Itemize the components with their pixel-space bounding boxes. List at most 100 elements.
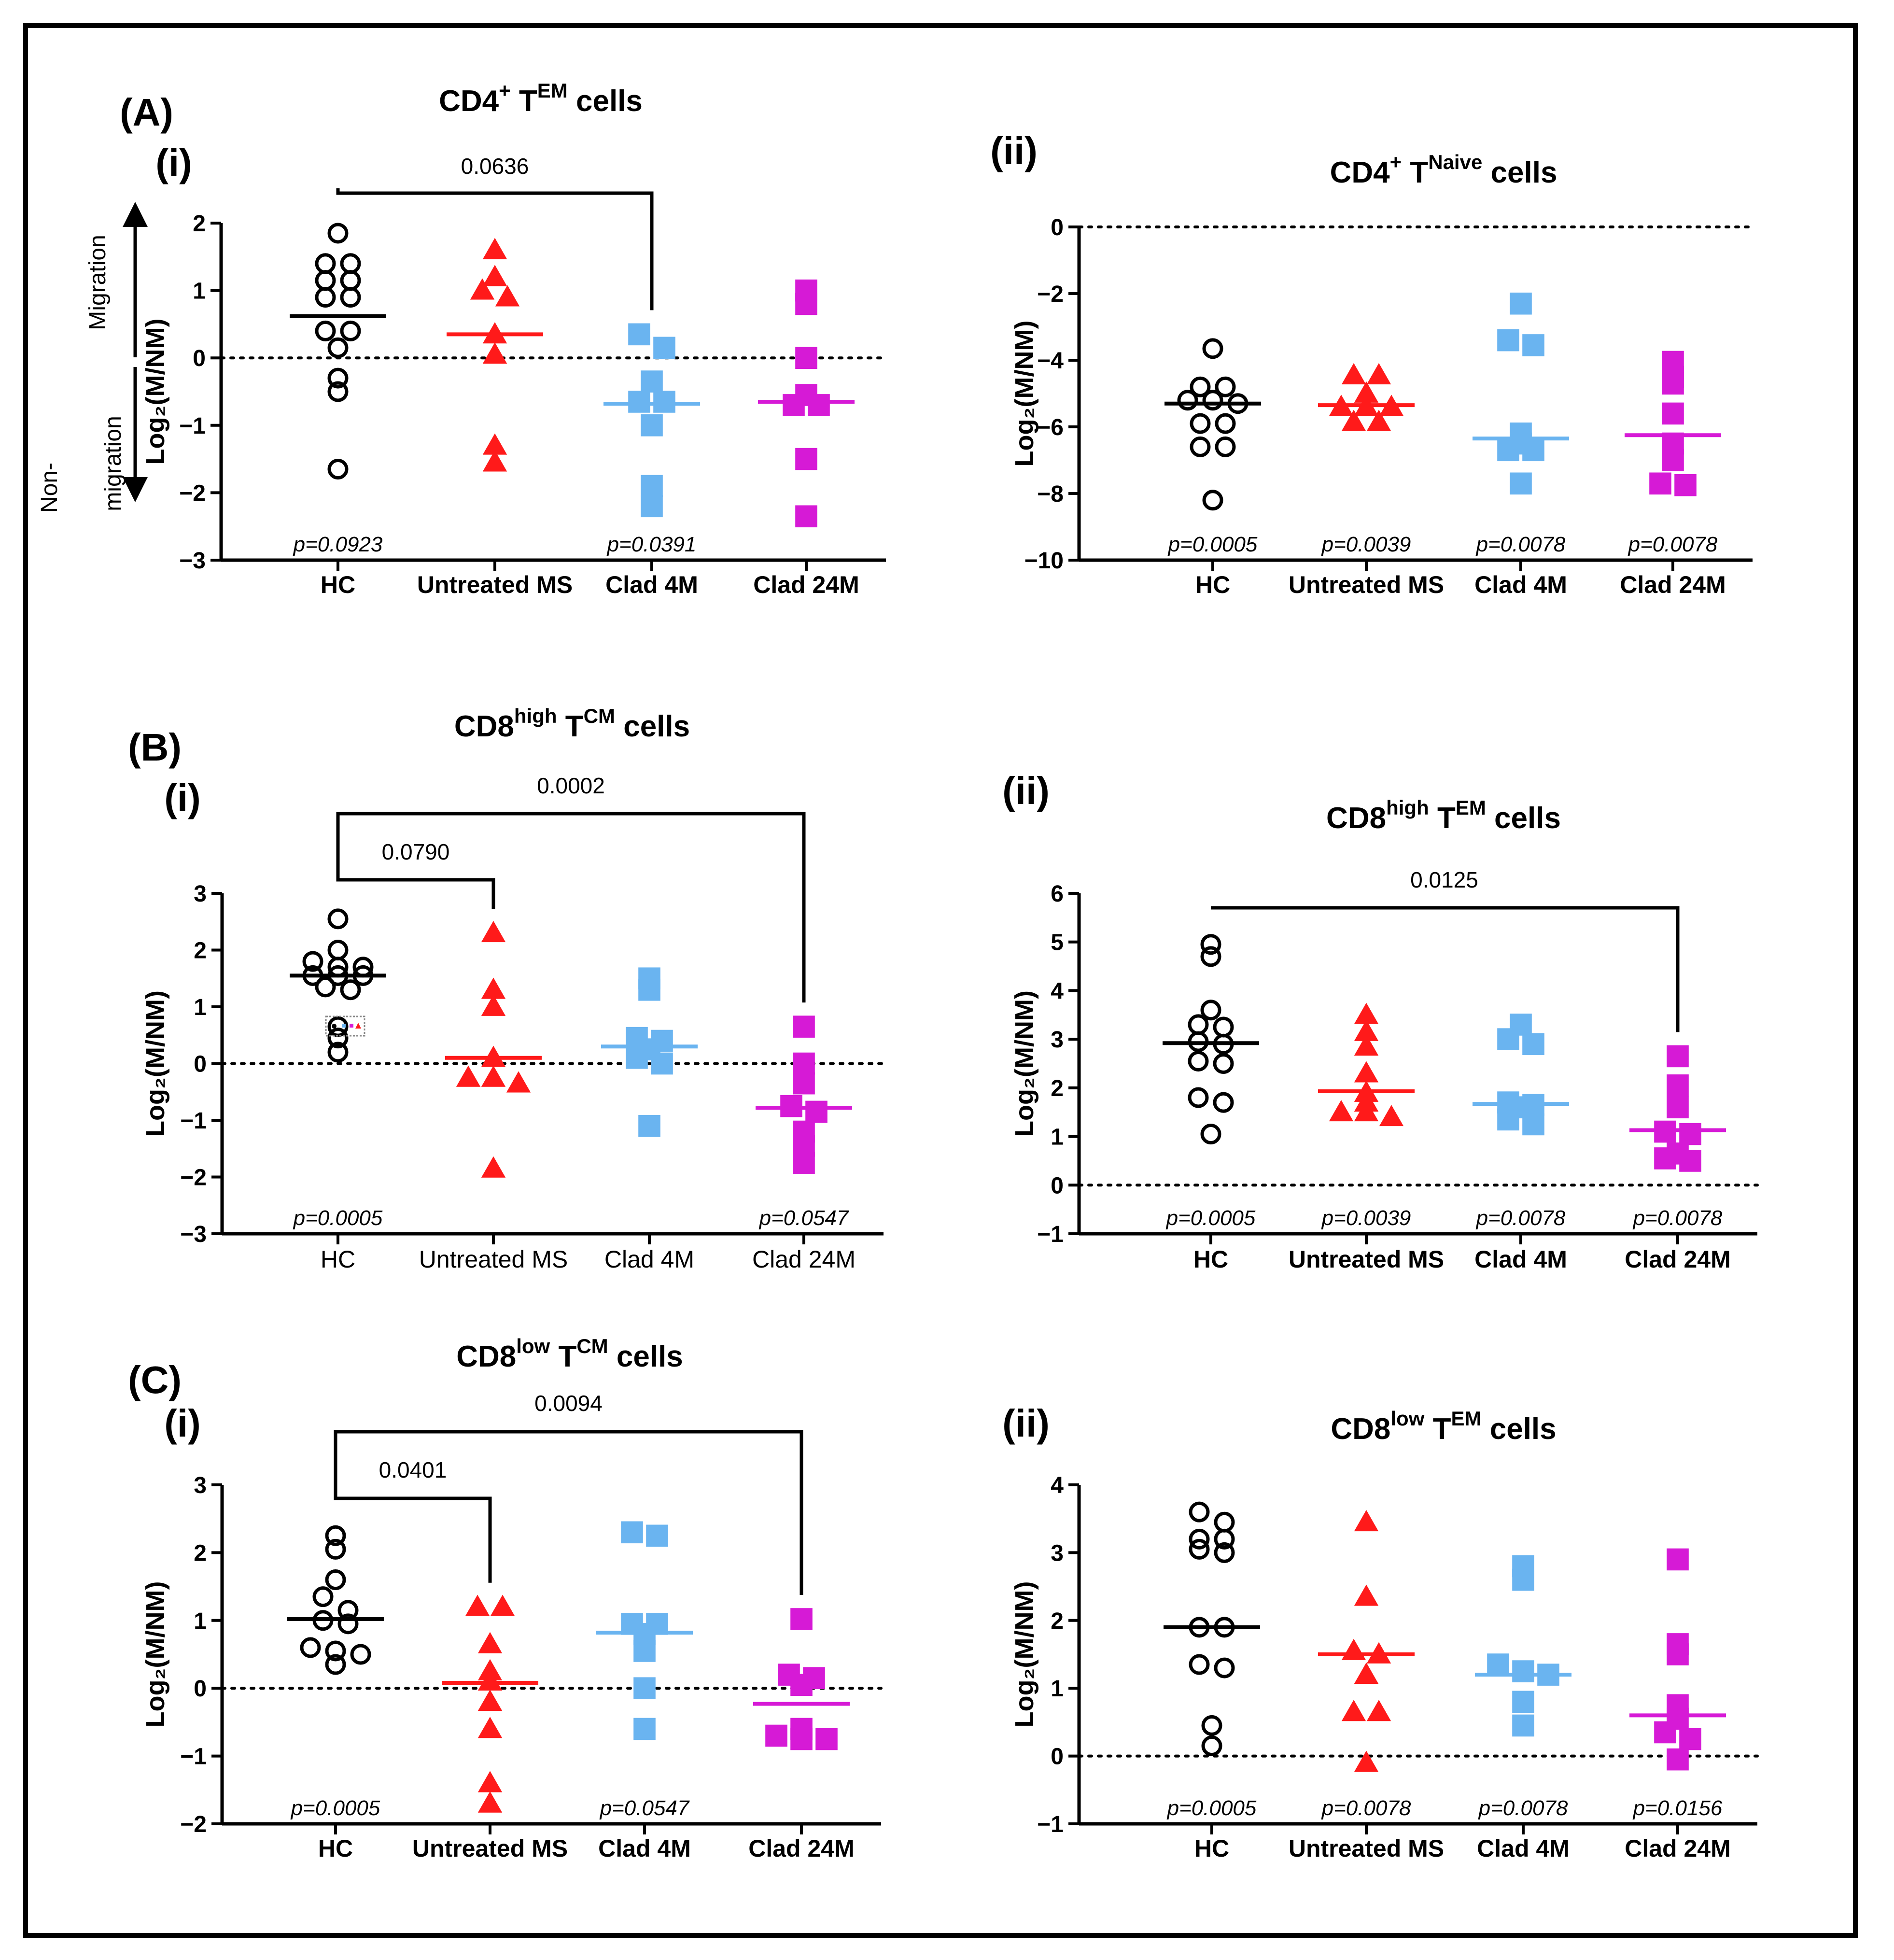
x-tick-label: HC (321, 1246, 355, 1273)
migration-label: Migration (85, 235, 111, 330)
series-clad-4m (1473, 292, 1569, 495)
series-clad-24m (1625, 351, 1721, 496)
data-point (477, 1717, 503, 1738)
data-point (1512, 1714, 1534, 1737)
data-point (1188, 1014, 1209, 1035)
data-point (805, 1100, 828, 1123)
x-tick-label: Clad 4M (598, 1835, 691, 1862)
x-tick-label: Clad 24M (752, 1246, 856, 1273)
data-point (1214, 1657, 1235, 1678)
data-point (1487, 1653, 1509, 1676)
data-point (793, 1072, 815, 1095)
panel-letter: (C) (128, 1358, 182, 1401)
data-point (628, 323, 650, 346)
y-tick-label: 5 (1051, 930, 1064, 956)
subpanel-label: (ii) (1002, 769, 1050, 812)
data-point (626, 1046, 648, 1069)
x-tick-label: Clad 4M (1477, 1835, 1570, 1862)
data-point (783, 394, 805, 416)
y-tick-label: 0 (1051, 1744, 1064, 1770)
y-axis-label: Log₂(M/NM) (141, 319, 170, 465)
significance-bracket (334, 1487, 492, 1583)
data-point (340, 320, 361, 341)
p-value: p=0.0039 (1321, 533, 1411, 556)
inset-thumbnail (325, 1015, 365, 1037)
data-point (477, 1632, 503, 1653)
data-point (1189, 1538, 1210, 1560)
data-point (1522, 1033, 1544, 1056)
subpanel-label: (ii) (1002, 1402, 1050, 1445)
data-point (340, 253, 361, 274)
data-point (327, 459, 349, 480)
data-point (327, 908, 349, 930)
y-tick-label: 4 (1051, 1473, 1064, 1498)
data-point (315, 287, 336, 308)
subpanel-label: (i) (155, 141, 192, 184)
data-point (1190, 376, 1211, 397)
data-point (327, 367, 349, 389)
y-tick-label: 0 (1051, 1173, 1064, 1199)
arrow-up-icon (123, 202, 148, 227)
data-point (1213, 1092, 1234, 1113)
y-tick-label: 0 (193, 346, 206, 371)
data-point (638, 978, 660, 1001)
x-tick-label: Untreated MS (412, 1835, 568, 1862)
data-point (1667, 1045, 1689, 1068)
data-point (628, 391, 650, 413)
x-tick-label: Clad 24M (1625, 1835, 1731, 1862)
data-point (1497, 1108, 1519, 1131)
p-value: p=0.0005 (290, 1796, 380, 1820)
y-tick-label: 2 (194, 938, 207, 964)
p-value: p=0.0078 (1475, 533, 1566, 556)
data-point (340, 287, 361, 308)
data-point (1190, 413, 1211, 434)
chart-title: CD8high TCM cells (454, 705, 690, 743)
series-hc (287, 1525, 384, 1675)
x-tick-label: Untreated MS (419, 1246, 568, 1273)
y-tick-label: −3 (179, 548, 206, 574)
p-value: p=0.0391 (606, 533, 697, 556)
data-point (1662, 449, 1684, 471)
series-clad-4m (603, 323, 700, 518)
data-point (793, 1015, 815, 1038)
p-value: p=0.0923 (293, 533, 383, 556)
x-tick-label: Untreated MS (1289, 1246, 1444, 1273)
data-point (481, 994, 506, 1016)
data-point (327, 1042, 349, 1063)
data-point (1679, 1123, 1701, 1145)
chart-title: CD8high TEM cells (1326, 796, 1561, 835)
y-axis-label: Log₂(M/NM) (1010, 321, 1039, 467)
y-tick-label: −1 (1037, 1222, 1064, 1247)
data-point (1354, 1002, 1379, 1024)
data-point (633, 1640, 656, 1662)
y-tick-label: 0 (1051, 215, 1064, 240)
data-point (641, 495, 663, 518)
data-point (1215, 376, 1236, 397)
bracket-label: 0.0125 (1410, 867, 1478, 892)
data-point (325, 1538, 346, 1560)
x-tick-label: Untreated MS (1289, 1835, 1444, 1862)
data-point (1215, 436, 1236, 457)
data-point (1201, 1735, 1222, 1757)
y-tick-label: −4 (1037, 348, 1064, 374)
data-point (456, 1065, 481, 1087)
data-point (1354, 1750, 1379, 1772)
y-axis-label: Log₂(M/NM) (1010, 1581, 1039, 1728)
data-point (1522, 1113, 1544, 1136)
significance-bracket (336, 860, 495, 909)
data-point (315, 270, 336, 291)
data-point (1354, 1662, 1379, 1684)
chart-B-i: CD8high TCM cells (i) 3 2 1 0 −1 −2 −3 HC Untreate… (128, 705, 885, 1273)
data-point (1510, 292, 1532, 315)
data-point (482, 265, 507, 286)
data-point (1201, 1715, 1222, 1736)
y-tick-label: −2 (180, 1812, 207, 1837)
data-point (325, 1640, 346, 1662)
x-tick-label: HC (1193, 1246, 1228, 1273)
data-point (337, 1613, 359, 1635)
data-point (1354, 1034, 1379, 1056)
data-point (793, 1152, 815, 1174)
series-clad-24m (753, 1608, 850, 1750)
data-point (1512, 1660, 1534, 1682)
data-point (1662, 372, 1684, 395)
